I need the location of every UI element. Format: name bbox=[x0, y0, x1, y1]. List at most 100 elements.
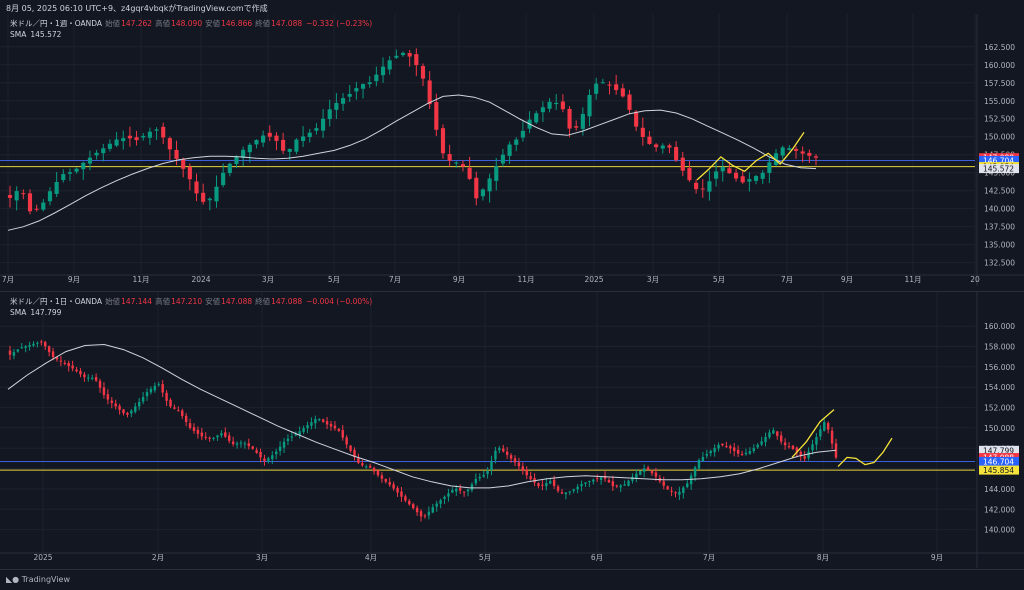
price-tag: 146.704 bbox=[979, 155, 1019, 165]
y-tick-label: 132.500 bbox=[984, 259, 1015, 268]
candle-body bbox=[307, 132, 312, 138]
candle-body bbox=[620, 88, 625, 97]
candle-body bbox=[650, 470, 654, 474]
candle-body bbox=[380, 475, 384, 479]
candle-body bbox=[584, 482, 587, 484]
candle-body bbox=[800, 151, 805, 154]
candle-body bbox=[647, 136, 652, 144]
daily-sma-line[interactable] bbox=[7, 343, 837, 489]
daily-sma-legend[interactable]: SMA 147.799 bbox=[10, 308, 61, 317]
weekly-sma-legend[interactable]: SMA 145.572 bbox=[10, 30, 61, 39]
candle-body bbox=[635, 473, 638, 479]
candle-body bbox=[760, 441, 763, 445]
price-tag-text: 146.704 bbox=[983, 457, 1014, 466]
candle-body bbox=[294, 434, 297, 436]
candle-body bbox=[149, 388, 153, 393]
candle-body bbox=[686, 483, 689, 488]
weekly-symbol-label[interactable]: 米ドル／円・1週・OANDA bbox=[10, 19, 103, 28]
candle-body bbox=[697, 459, 701, 469]
x-tick-label: 2024 bbox=[191, 275, 210, 284]
candle-body bbox=[347, 93, 352, 97]
candle-body bbox=[431, 507, 435, 513]
weekly-sma-line[interactable] bbox=[7, 94, 817, 231]
candle-body bbox=[394, 55, 399, 58]
weekly-close-label: 終値 bbox=[255, 19, 271, 28]
candle-body bbox=[392, 484, 395, 489]
candle-body bbox=[662, 481, 665, 486]
weekly-ohlc-legend: 米ドル／円・1週・OANDA 始値147.262 高値148.090 安値146.86… bbox=[10, 18, 372, 29]
candle-body bbox=[705, 453, 709, 456]
tradingview-brand-text: TradingView bbox=[21, 575, 71, 584]
candle-body bbox=[192, 427, 196, 431]
candle-body bbox=[286, 438, 290, 441]
candle-body bbox=[447, 493, 450, 497]
candle-body bbox=[807, 451, 810, 458]
candle-body bbox=[87, 157, 92, 164]
y-tick-label: 140.000 bbox=[984, 526, 1015, 535]
candle-body bbox=[600, 82, 605, 84]
candle-body bbox=[793, 148, 799, 151]
candle-body bbox=[384, 478, 388, 482]
candle-body bbox=[247, 144, 252, 153]
drawn-projection-path[interactable] bbox=[837, 437, 893, 468]
candle-body bbox=[764, 436, 767, 443]
candle-body bbox=[221, 172, 226, 186]
candle-body bbox=[161, 384, 164, 393]
candle-body bbox=[799, 451, 802, 457]
price-tag: 145.854 bbox=[979, 465, 1019, 475]
price-tag: 146.704 bbox=[979, 456, 1019, 466]
candle-body bbox=[603, 476, 607, 479]
candle-body bbox=[75, 369, 78, 372]
candle-body bbox=[388, 482, 391, 485]
candle-body bbox=[427, 80, 432, 105]
candle-body bbox=[480, 189, 486, 197]
y-tick-label: 160.000 bbox=[984, 61, 1015, 70]
candle-body bbox=[94, 152, 99, 156]
candle-body bbox=[554, 102, 559, 105]
y-tick-label: 152.000 bbox=[984, 404, 1015, 413]
weekly-high-value: 148.090 bbox=[171, 19, 203, 28]
candle-body bbox=[267, 132, 272, 137]
weekly-chart-pane[interactable]: 米ドル／円・1週・OANDA 始値147.262 高値148.090 安値146.86… bbox=[0, 14, 1024, 286]
daily-candlestick-chart[interactable]: 140.000142.000144.000146.000148.000150.0… bbox=[0, 292, 1024, 568]
weekly-candlestick-chart[interactable]: 132.500 135.000 137.500 140.000 142.500 145.0… bbox=[0, 14, 1024, 286]
drawn-projection-path[interactable] bbox=[696, 132, 805, 181]
candle-body bbox=[427, 511, 431, 516]
candle-body bbox=[509, 455, 513, 459]
weekly-candles bbox=[7, 48, 819, 215]
candle-body bbox=[231, 441, 235, 445]
candle-body bbox=[184, 415, 188, 422]
x-tick-label: 5月 bbox=[713, 275, 725, 284]
candle-body bbox=[826, 423, 830, 430]
candle-body bbox=[494, 166, 499, 181]
candle-body bbox=[16, 349, 20, 352]
candle-body bbox=[693, 467, 697, 477]
candle-body bbox=[791, 445, 795, 449]
candle-body bbox=[169, 399, 172, 407]
candle-body bbox=[94, 377, 98, 381]
candle-body bbox=[8, 350, 12, 355]
y-tick-label: 142.500 bbox=[984, 187, 1015, 196]
candle-body bbox=[74, 168, 79, 172]
drawn-projection-path[interactable] bbox=[791, 409, 835, 458]
candle-body bbox=[396, 487, 399, 493]
candle-body bbox=[354, 88, 359, 92]
candle-body bbox=[54, 181, 59, 194]
candle-body bbox=[251, 446, 254, 449]
candle-body bbox=[545, 482, 548, 487]
tradingview-brand[interactable]: ◣● TradingView bbox=[6, 575, 70, 584]
candle-body bbox=[415, 507, 419, 513]
daily-chart-pane[interactable]: 米ドル／円・1日・OANDA 始値147.144 高値147.210 安値147.08… bbox=[0, 291, 1024, 568]
daily-symbol-label[interactable]: 米ドル／円・1日・OANDA bbox=[10, 297, 103, 306]
candle-body bbox=[787, 148, 792, 150]
x-tick-label: 2月 bbox=[152, 553, 164, 562]
candle-body bbox=[494, 450, 497, 460]
candle-body bbox=[165, 392, 168, 401]
candle-body bbox=[274, 135, 279, 141]
candle-body bbox=[639, 471, 642, 475]
candle-body bbox=[287, 148, 292, 152]
candle-body bbox=[327, 109, 332, 120]
candle-body bbox=[47, 191, 53, 202]
y-tick-label: 162.500 bbox=[984, 43, 1015, 52]
price-tag-text: 145.854 bbox=[983, 466, 1014, 475]
